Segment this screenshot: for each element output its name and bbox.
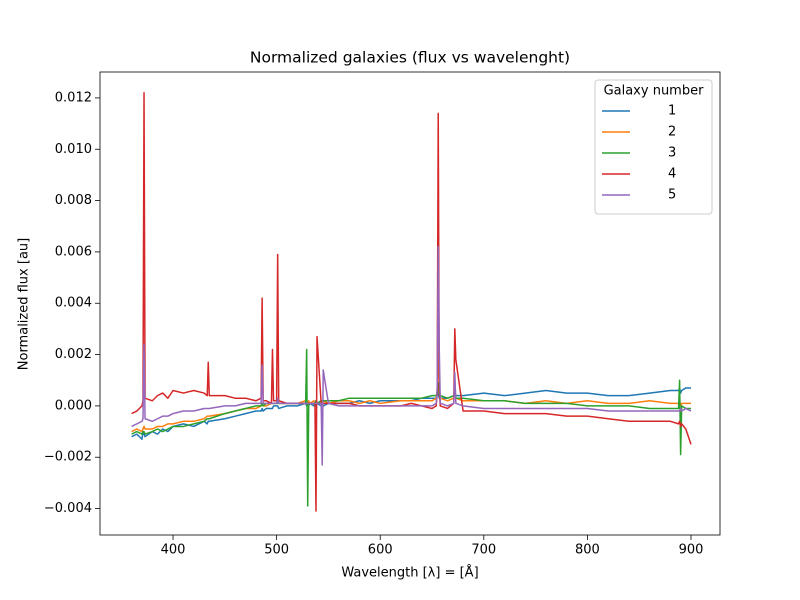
legend-label: 3: [668, 146, 676, 161]
x-axis-label: Wavelength [λ] = [Å]: [341, 565, 478, 581]
y-tick-label: 0.008: [55, 193, 92, 208]
y-tick-label: 0.000: [55, 398, 92, 413]
series-line: [131, 246, 692, 466]
y-tick-label: 0.002: [55, 347, 92, 362]
series-line: [131, 92, 692, 512]
y-tick-label: 0.012: [55, 90, 92, 105]
legend-label: 5: [668, 188, 676, 203]
y-tick-label: −0.002: [44, 450, 92, 465]
x-tick-label: 800: [575, 543, 600, 558]
y-tick-label: 0.006: [55, 244, 92, 259]
x-tick-label: 400: [161, 543, 186, 558]
y-tick-label: 0.004: [55, 296, 92, 311]
y-tick-label: −0.004: [44, 501, 92, 516]
legend-label: 4: [668, 167, 676, 182]
y-axis-label: Normalized flux [au]: [17, 238, 32, 370]
x-tick-label: 500: [264, 543, 289, 558]
y-tick-label: 0.010: [55, 142, 92, 157]
legend-label: 1: [668, 104, 676, 119]
legend-box: [594, 79, 713, 215]
chart-title: Normalized galaxies (flux vs wavelenght): [250, 49, 570, 67]
legend-label: 2: [668, 125, 676, 140]
legend-title: Galaxy number: [604, 84, 705, 99]
x-tick-label: 900: [679, 543, 704, 558]
axes-frame: [99, 71, 721, 536]
x-tick-label: 600: [368, 543, 393, 558]
x-tick-label: 700: [471, 543, 496, 558]
